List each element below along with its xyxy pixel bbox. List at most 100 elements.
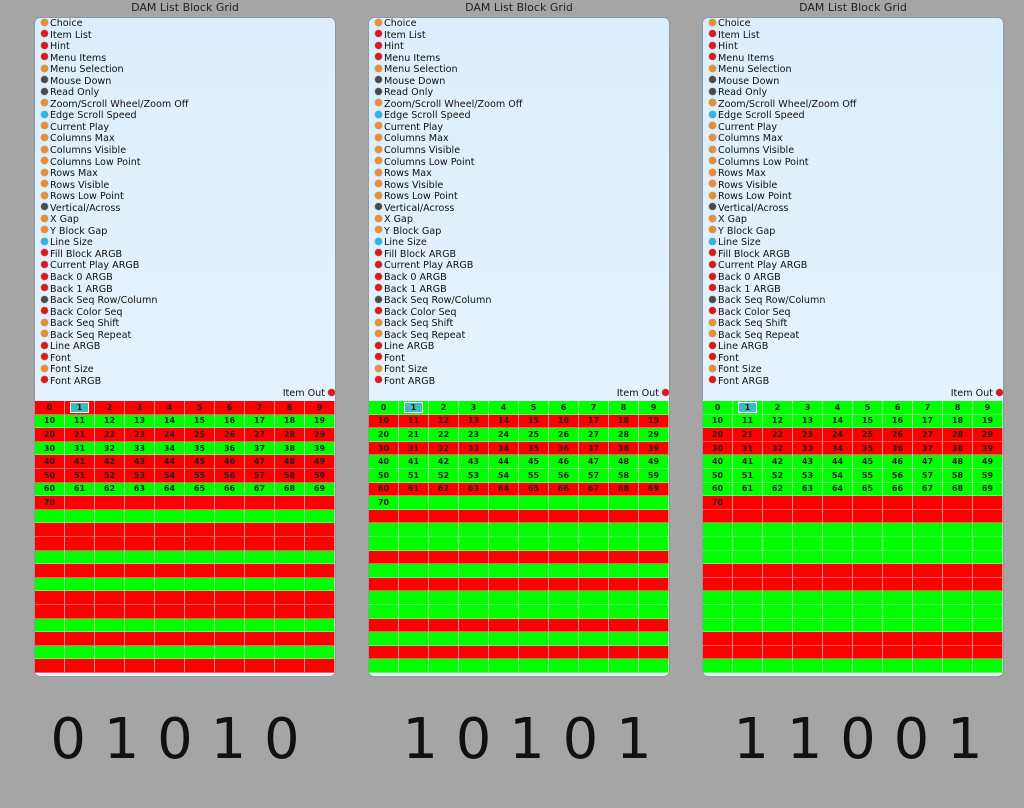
grid-cell[interactable]: 38: [943, 441, 973, 456]
input-pin[interactable]: Y Block Gap: [369, 226, 669, 238]
grid-cell[interactable]: 61: [733, 482, 763, 497]
grid-cell[interactable]: 52: [429, 468, 459, 483]
grid-cell[interactable]: [763, 618, 793, 633]
pin-connector-icon[interactable]: [709, 191, 716, 199]
grid-cell[interactable]: 15: [519, 414, 549, 429]
grid-cell[interactable]: 27: [579, 428, 609, 442]
grid-cell[interactable]: 63: [793, 482, 823, 497]
grid-cell[interactable]: [399, 645, 429, 660]
grid-cell[interactable]: [823, 618, 853, 633]
grid-cell[interactable]: 60: [369, 482, 399, 497]
grid-cell[interactable]: 37: [913, 441, 943, 456]
grid-cell[interactable]: 10: [703, 414, 733, 429]
grid-cell[interactable]: 33: [125, 441, 155, 456]
grid-cell[interactable]: [275, 550, 305, 565]
grid-cell[interactable]: [305, 577, 335, 592]
grid-cell[interactable]: 16: [549, 414, 579, 429]
grid-cell[interactable]: 60: [35, 482, 65, 497]
grid-cell[interactable]: [883, 591, 913, 605]
grid-cell[interactable]: 68: [943, 482, 973, 497]
input-pin[interactable]: Item List: [703, 30, 1003, 42]
grid-cell[interactable]: [913, 564, 943, 578]
grid-cell[interactable]: [305, 536, 335, 551]
grid-cell[interactable]: [35, 577, 65, 592]
grid-cell[interactable]: 53: [459, 468, 489, 483]
pin-connector-icon[interactable]: [375, 191, 382, 199]
pin-connector-icon[interactable]: [41, 145, 48, 153]
input-pin[interactable]: Font: [35, 353, 335, 365]
pin-connector-icon[interactable]: [375, 99, 382, 107]
grid-cell[interactable]: 8: [943, 401, 973, 415]
grid-cell[interactable]: 36: [883, 441, 913, 456]
grid-cell[interactable]: [369, 632, 399, 646]
pin-connector-icon[interactable]: [375, 353, 382, 361]
grid-cell[interactable]: [215, 564, 245, 578]
pin-connector-icon[interactable]: [375, 53, 382, 61]
grid-cell[interactable]: [973, 577, 1003, 592]
grid-cell[interactable]: 14: [823, 414, 853, 429]
grid-cell[interactable]: [579, 523, 609, 537]
grid-cell[interactable]: [763, 496, 793, 510]
grid-cell[interactable]: 47: [913, 455, 943, 469]
grid-cell[interactable]: 30: [35, 441, 65, 456]
grid-cell[interactable]: [65, 645, 95, 660]
input-pin[interactable]: Back Seq Shift: [369, 318, 669, 330]
pin-connector-icon[interactable]: [996, 388, 1003, 396]
grid-cell[interactable]: 65: [185, 482, 215, 497]
grid-cell[interactable]: [549, 536, 579, 551]
input-pin[interactable]: Hint: [369, 41, 669, 53]
input-pin[interactable]: Zoom/Scroll Wheel/Zoom Off: [369, 99, 669, 111]
grid-cell[interactable]: [125, 632, 155, 646]
pin-connector-icon[interactable]: [41, 30, 48, 38]
output-pin-item-out[interactable]: Item Out: [951, 388, 1003, 399]
input-pin[interactable]: Back 1 ARGB: [703, 284, 1003, 296]
input-pin[interactable]: Line ARGB: [369, 341, 669, 353]
grid-cell[interactable]: 45: [853, 455, 883, 469]
input-pin[interactable]: Font ARGB: [703, 376, 1003, 388]
pin-connector-icon[interactable]: [375, 122, 382, 130]
grid-cell[interactable]: 45: [185, 455, 215, 469]
grid-cell[interactable]: 30: [369, 441, 399, 456]
input-pin[interactable]: Current Play ARGB: [369, 260, 669, 272]
grid-cell[interactable]: 70: [703, 496, 733, 510]
pin-connector-icon[interactable]: [41, 53, 48, 61]
grid-cell[interactable]: [459, 496, 489, 510]
grid-cell[interactable]: 52: [95, 468, 125, 483]
grid-cell[interactable]: 68: [609, 482, 639, 497]
input-pin[interactable]: Back Seq Row/Column: [35, 295, 335, 307]
grid-cell[interactable]: [65, 509, 95, 524]
grid-cell[interactable]: [489, 645, 519, 660]
grid-cell[interactable]: [943, 523, 973, 537]
grid-cell[interactable]: 29: [639, 428, 669, 442]
input-pin[interactable]: Rows Visible: [703, 180, 1003, 192]
grid-cell[interactable]: [275, 496, 305, 510]
grid-cell[interactable]: [459, 550, 489, 565]
grid-cell[interactable]: [853, 523, 883, 537]
grid-cell[interactable]: [639, 645, 669, 660]
pin-connector-icon[interactable]: [709, 249, 716, 257]
pin-connector-icon[interactable]: [375, 87, 382, 95]
grid-cell[interactable]: [429, 523, 459, 537]
grid-cell[interactable]: [853, 536, 883, 551]
grid-cell[interactable]: 49: [973, 455, 1003, 469]
grid-cell[interactable]: [703, 564, 733, 578]
input-pin[interactable]: Back 0 ARGB: [35, 272, 335, 284]
grid-cell[interactable]: 47: [245, 455, 275, 469]
grid-cell[interactable]: [943, 591, 973, 605]
grid-cell[interactable]: [399, 550, 429, 565]
grid-cell[interactable]: 33: [793, 441, 823, 456]
grid-cell[interactable]: 29: [973, 428, 1003, 442]
grid-cell[interactable]: 22: [763, 428, 793, 442]
pin-connector-icon[interactable]: [709, 364, 716, 372]
pin-connector-icon[interactable]: [375, 157, 382, 165]
grid-cell[interactable]: 19: [639, 414, 669, 429]
input-pin[interactable]: Columns Low Point: [369, 157, 669, 169]
grid-cell[interactable]: [489, 550, 519, 565]
grid-cell[interactable]: [95, 645, 125, 660]
grid-cell[interactable]: 17: [579, 414, 609, 429]
grid-cell[interactable]: [155, 550, 185, 565]
grid-cell[interactable]: [579, 604, 609, 619]
pin-connector-icon[interactable]: [709, 30, 716, 38]
grid-cell[interactable]: 38: [609, 441, 639, 456]
grid-cell[interactable]: [913, 536, 943, 551]
